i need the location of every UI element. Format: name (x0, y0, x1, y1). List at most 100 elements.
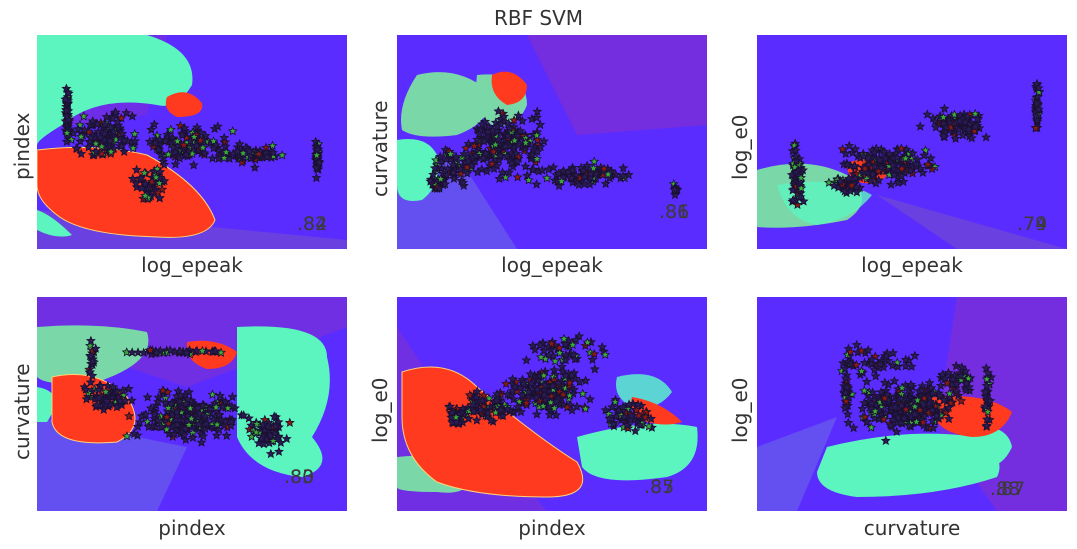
star-marker (837, 144, 848, 154)
star-marker (1033, 82, 1044, 93)
star-marker (960, 366, 971, 376)
star-marker (455, 163, 466, 174)
star-marker (221, 147, 232, 157)
red-region-upper (165, 92, 203, 117)
star-marker (789, 162, 800, 172)
star-marker (618, 170, 628, 181)
star-marker (475, 404, 486, 415)
star-marker (177, 129, 188, 140)
star-marker (108, 126, 119, 137)
star-marker (943, 367, 954, 378)
star-marker (582, 160, 592, 171)
star-marker (470, 150, 481, 160)
star-marker (896, 393, 907, 404)
star-marker (171, 407, 182, 417)
star-marker (504, 167, 514, 177)
star-marker (918, 399, 929, 409)
star-marker (571, 401, 582, 411)
star-marker (256, 433, 267, 443)
star-marker (985, 395, 996, 406)
star-marker (120, 395, 131, 405)
x-axis-label: pindex (158, 516, 226, 540)
star-marker (501, 378, 512, 389)
star-marker (142, 392, 153, 402)
star-marker (119, 135, 130, 145)
blue-region (757, 417, 837, 511)
star-marker (78, 111, 89, 121)
star-marker (618, 162, 629, 173)
star-marker (574, 376, 585, 387)
star-marker (554, 342, 565, 353)
star-marker (925, 153, 936, 163)
star-marker (570, 334, 581, 345)
star-marker (221, 430, 232, 440)
star-marker (220, 416, 231, 426)
scatter-points (79, 335, 295, 459)
star-marker (179, 429, 190, 440)
star-marker (80, 384, 91, 394)
star-marker (249, 162, 260, 172)
star-marker (175, 390, 186, 400)
star-marker (181, 149, 192, 160)
subplot-3: .74 .79 (757, 35, 1067, 249)
star-marker (507, 385, 518, 396)
star-marker (138, 347, 149, 358)
star-marker (153, 144, 164, 154)
star-marker (196, 127, 206, 137)
star-marker (573, 179, 584, 190)
subplot-6-plot: .88 .87 (757, 297, 1067, 511)
star-marker (219, 152, 230, 163)
star-marker (262, 151, 273, 162)
star-marker (532, 153, 542, 164)
star-marker (99, 128, 110, 139)
star-marker (172, 419, 183, 429)
star-marker (909, 409, 920, 419)
star-marker (464, 389, 475, 400)
star-marker (472, 167, 483, 177)
star-marker (251, 427, 262, 437)
star-marker (270, 421, 281, 431)
star-marker (523, 386, 534, 397)
star-marker (428, 169, 439, 179)
star-marker (60, 94, 71, 104)
star-marker (557, 366, 568, 376)
star-marker (580, 403, 591, 414)
star-marker (931, 410, 942, 421)
star-marker (488, 146, 499, 156)
star-marker (517, 115, 528, 126)
star-marker (76, 148, 87, 159)
star-marker (547, 380, 558, 391)
star-marker (535, 339, 545, 350)
star-marker (96, 148, 107, 158)
star-marker (495, 150, 506, 161)
star-marker (277, 150, 288, 160)
star-marker (479, 136, 490, 146)
star-marker (87, 370, 98, 381)
star-marker (227, 125, 238, 136)
violet-band (877, 195, 1067, 249)
star-marker (525, 368, 536, 379)
star-marker (199, 147, 210, 158)
star-marker (578, 165, 589, 175)
score-label-overlap: .84 (297, 213, 327, 235)
star-marker (64, 114, 74, 124)
star-marker (499, 111, 509, 121)
star-marker (91, 399, 102, 410)
star-marker (106, 146, 116, 157)
star-marker (96, 141, 107, 151)
star-marker (244, 146, 255, 156)
star-marker (128, 143, 139, 153)
star-marker (981, 420, 992, 431)
star-marker (520, 137, 531, 148)
star-marker (798, 196, 809, 206)
star-marker (600, 349, 611, 360)
star-marker (531, 130, 542, 140)
star-marker (466, 160, 477, 171)
star-marker (939, 394, 950, 405)
star-marker (493, 106, 504, 116)
star-marker (143, 421, 154, 432)
star-marker (845, 185, 856, 196)
star-marker (983, 367, 993, 378)
star-marker (618, 401, 628, 412)
star-marker (608, 419, 619, 429)
